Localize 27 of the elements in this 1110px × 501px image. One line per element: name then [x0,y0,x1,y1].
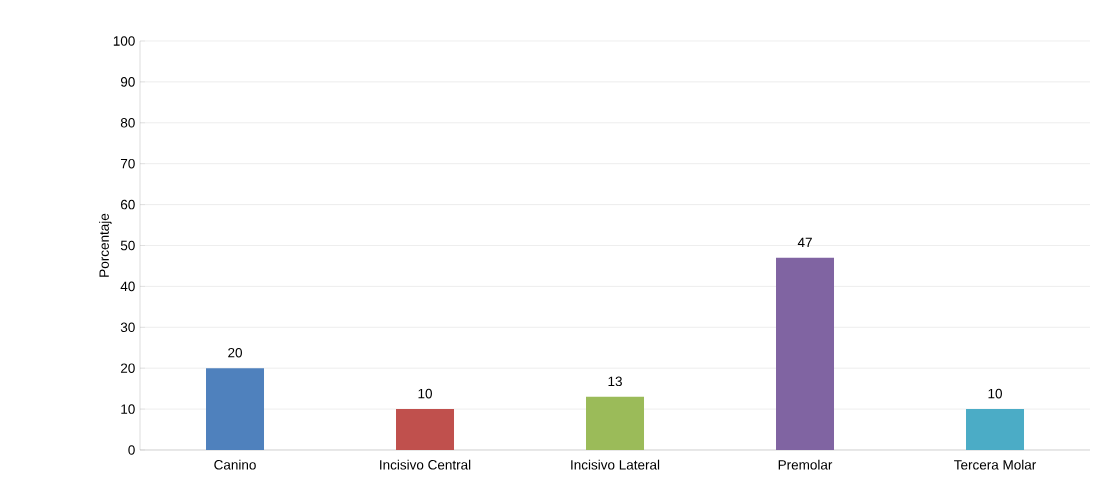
bar [206,368,265,450]
data-label: 10 [988,388,1002,399]
x-tick-label: Tercera Molar [954,459,1037,470]
y-tick-label: 80 [120,118,135,128]
x-tick-label: Incisivo Central [380,459,471,470]
bar [586,396,645,450]
bar [396,409,455,450]
y-tick-label: 100 [113,36,135,46]
y-tick-label: 50 [120,240,135,251]
y-tick-label: 60 [120,199,135,210]
data-label: 47 [797,237,812,248]
bar [776,257,835,450]
x-tick-label: Canino [214,459,256,470]
x-tick-label: Incisivo Lateral [571,459,660,470]
x-tick-label: Premolar [778,459,833,470]
y-axis-title: Porcentaje [99,213,112,277]
y-tick-label: 20 [120,363,135,373]
y-tick-label: 30 [120,322,135,333]
data-label: 10 [418,388,432,399]
y-tick-label: 40 [120,281,135,292]
data-label: 13 [608,376,622,387]
data-label: 20 [228,347,242,358]
bar [966,409,1025,450]
y-tick-label: 10 [121,404,135,414]
y-tick-label: 0 [128,445,135,455]
y-tick-label: 90 [120,77,135,87]
y-tick-label: 70 [120,158,135,169]
